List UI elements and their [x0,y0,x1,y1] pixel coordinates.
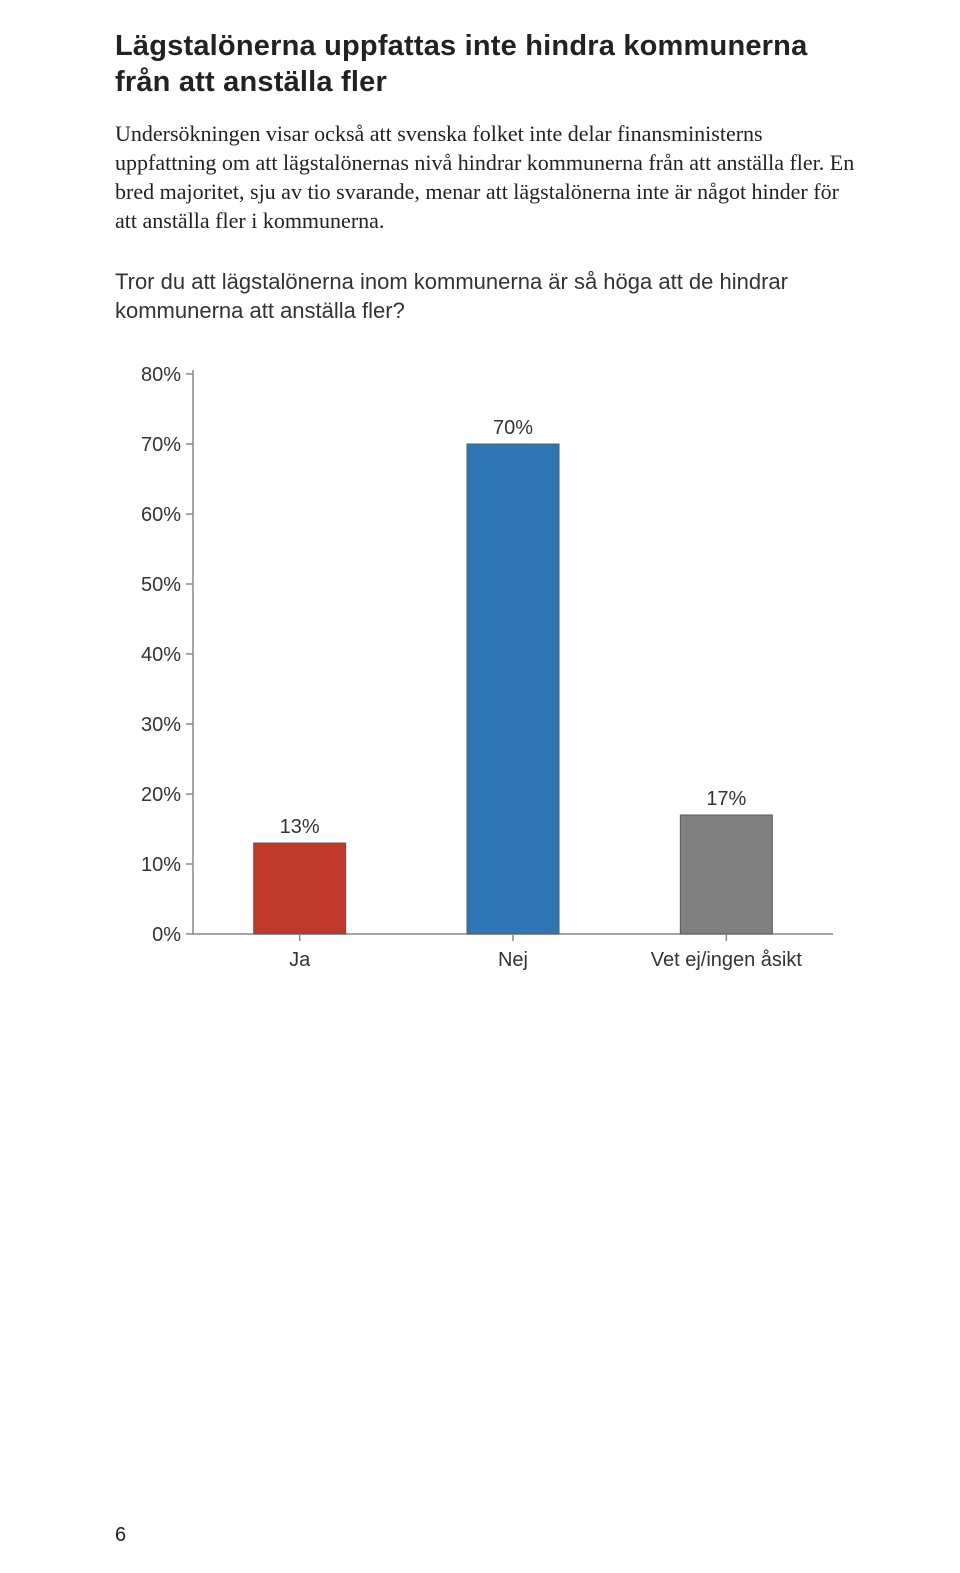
section-heading: Lägstalönerna uppfattas inte hindra komm… [115,28,860,101]
svg-text:50%: 50% [141,574,181,596]
svg-text:10%: 10% [141,854,181,876]
svg-text:17%: 17% [706,788,746,810]
body-paragraph: Undersökningen visar också att svenska f… [115,119,860,235]
svg-text:Ja: Ja [289,949,311,971]
svg-text:70%: 70% [141,434,181,456]
bar-chart: 0% 10% 20% 30% 40% 50% 60% 70% 80% 13% Ja 70% Nej 17%… [115,354,855,1009]
svg-text:30%: 30% [141,714,181,736]
svg-text:Nej: Nej [498,949,528,971]
svg-text:80%: 80% [141,364,181,386]
page-number: 6 [115,1524,126,1547]
svg-text:70%: 70% [493,417,533,439]
svg-text:40%: 40% [141,644,181,666]
chart-question: Tror du att lägstalönerna inom kommunern… [115,267,860,326]
svg-text:0%: 0% [152,924,181,946]
svg-text:60%: 60% [141,504,181,526]
svg-text:Vet ej/ingen åsikt: Vet ej/ingen åsikt [651,949,803,971]
svg-text:13%: 13% [280,816,320,838]
svg-text:20%: 20% [141,784,181,806]
